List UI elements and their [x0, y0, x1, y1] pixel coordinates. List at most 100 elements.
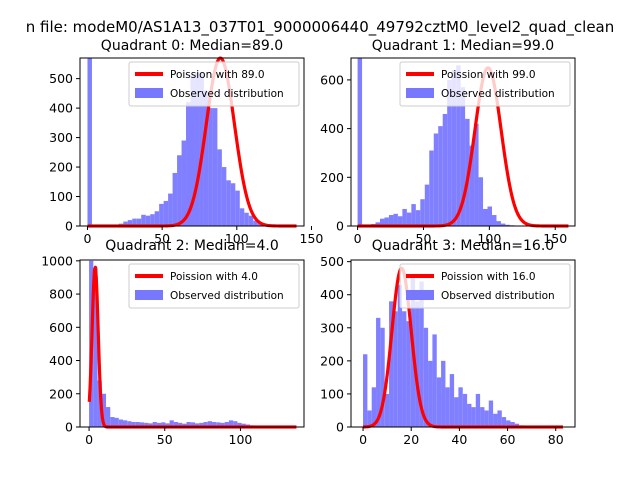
histogram-bar: [393, 213, 398, 226]
x-tick-label: 80: [548, 432, 564, 447]
legend-box: [399, 263, 571, 309]
histogram-bar: [221, 167, 227, 226]
histogram-bar: [226, 180, 231, 226]
histogram-bar: [101, 393, 107, 427]
legend-swatch-observed: [135, 290, 163, 300]
histogram-bar: [384, 217, 389, 226]
y-tick-label: 800: [49, 287, 73, 302]
y-tick-label: 1000: [41, 253, 73, 268]
histogram-bar: [415, 210, 421, 226]
x-tick-label: 50: [157, 432, 173, 447]
histogram-bar: [177, 155, 182, 226]
histogram-bar: [389, 301, 394, 427]
histogram-bar: [118, 419, 123, 427]
histogram-bar: [436, 377, 442, 427]
legend-1: Poission with 99.0 Observed distribution: [399, 61, 571, 107]
histogram-bar: [152, 422, 157, 427]
histogram-bar: [169, 420, 174, 427]
histogram-bar: [397, 216, 403, 226]
histogram-bar: [491, 215, 497, 226]
histogram-bar: [380, 327, 385, 427]
figure-suptitle: n file: modeM0/AS1A13_037T01_9000006440_…: [26, 18, 615, 37]
histogram-bar: [445, 387, 450, 427]
histogram-bar: [433, 133, 439, 226]
histogram-bar: [203, 90, 209, 226]
histogram-bar: [375, 222, 380, 226]
legend-label-poisson: Poission with 4.0: [170, 271, 258, 283]
histogram-bar: [397, 284, 403, 427]
legend-label-observed: Observed distribution: [170, 88, 284, 100]
y-tick-label: 200: [49, 386, 73, 401]
y-tick-label: 600: [320, 72, 344, 87]
legend-swatch-observed: [406, 88, 434, 98]
histogram-bar: [237, 422, 242, 427]
histogram-bar: [253, 220, 258, 226]
y-tick-label: 200: [320, 353, 344, 368]
histogram-bar: [432, 334, 437, 427]
histogram-bar: [148, 423, 153, 427]
histogram-bar: [122, 420, 128, 427]
histogram-bar: [454, 397, 459, 427]
subplot-title-0: Quadrant 0: Median=89.0: [101, 38, 283, 54]
x-tick-label: 0: [85, 432, 93, 447]
histogram-bar: [230, 183, 236, 226]
histogram-bar: [106, 407, 111, 427]
x-tick-label: 150: [543, 231, 567, 246]
histogram-bar: [469, 145, 475, 226]
histogram-bar: [510, 422, 515, 427]
y-tick-label: 200: [49, 160, 73, 175]
histogram-bar: [190, 422, 196, 427]
x-tick-label: 0: [354, 231, 362, 246]
histogram-bar: [411, 204, 416, 226]
histogram-bar: [501, 417, 507, 427]
histogram-bar: [475, 393, 481, 427]
y-tick-label: 600: [49, 320, 73, 335]
legend-label-observed: Observed distribution: [441, 88, 555, 100]
histogram-bar: [505, 224, 510, 226]
x-tick-label: 40: [451, 432, 467, 447]
histogram-bar: [376, 317, 381, 427]
y-tick-label: 0: [336, 219, 344, 234]
histogram-bar: [406, 212, 412, 226]
histogram-bar: [239, 208, 245, 226]
histogram-bar: [228, 420, 234, 427]
histogram-bar: [438, 126, 443, 226]
legend-3: Poission with 16.0 Observed distribution: [399, 263, 571, 309]
histogram-bar: [199, 422, 204, 427]
histogram-bar: [460, 87, 466, 226]
histogram-bar: [156, 422, 162, 427]
histogram-bar: [449, 374, 455, 427]
subplot-title-2: Quadrant 2: Median=4.0: [105, 238, 279, 254]
histogram-bar: [474, 123, 479, 226]
axes-frame: [350, 57, 576, 227]
subplot-quadrant-0: Quadrant 0: Median=89.0 0 50 100 150 0 100 200…: [49, 38, 323, 246]
y-tick-label: 0: [65, 420, 73, 435]
histogram-bar: [419, 281, 424, 427]
y-tick-label: 300: [49, 130, 73, 145]
histogram-bar: [447, 79, 452, 226]
legend-2: Poission with 4.0 Observed distribution: [128, 263, 300, 309]
histogram-bar: [244, 212, 249, 226]
histogram-bar: [467, 403, 472, 427]
histogram-bar: [506, 420, 511, 427]
histogram-bar: [181, 140, 187, 226]
histogram-bar: [441, 360, 446, 427]
histogram-bar: [424, 184, 430, 226]
histogram-bar: [402, 311, 407, 427]
subplot-quadrant-3: Quadrant 3: Median=16.0 0 20 40 60 80 0 100 200…: [320, 238, 576, 447]
x-tick-label: 0: [359, 432, 367, 447]
histogram-bar: [131, 422, 136, 427]
y-tick-label: 400: [49, 353, 73, 368]
histogram-bar: [423, 327, 429, 427]
histogram-bar: [363, 354, 368, 427]
histogram-bar: [493, 413, 498, 427]
y-tick-label: 0: [65, 219, 73, 234]
histogram-bar: [216, 422, 221, 427]
histogram-bar: [195, 423, 200, 427]
histogram-bar: [429, 150, 434, 226]
legend-box: [128, 263, 300, 309]
histogram-bar: [442, 114, 448, 226]
y-tick-label: 400: [320, 121, 344, 136]
histogram-bar: [110, 417, 115, 427]
